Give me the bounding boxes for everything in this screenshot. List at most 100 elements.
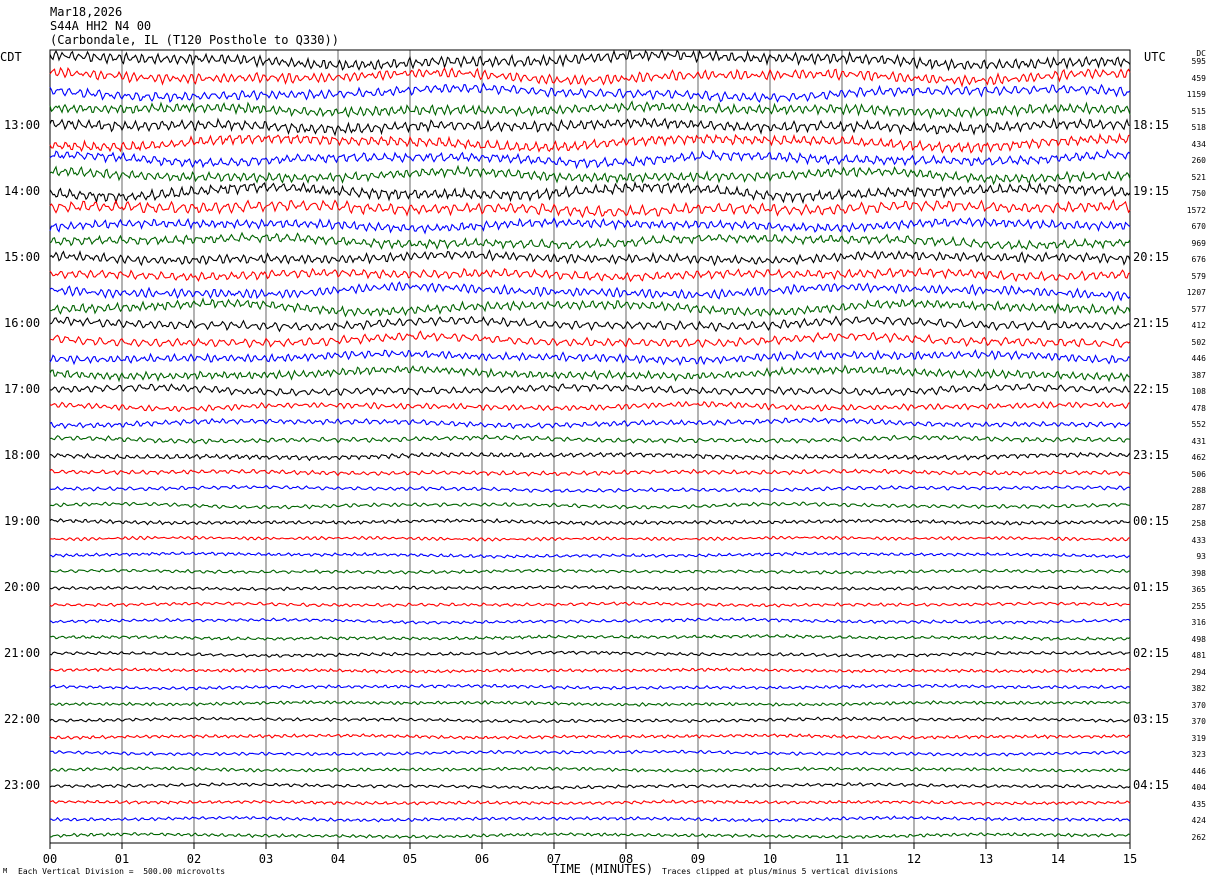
seismic-trace (49, 766, 1131, 773)
left-timezone-label: CDT (0, 50, 22, 64)
dc-offset-value: 515 (1191, 106, 1206, 116)
seismic-trace (49, 49, 1131, 72)
dc-offset-value: 370 (1191, 700, 1206, 710)
dc-offset-value: 412 (1191, 321, 1206, 330)
dc-offset-value: 670 (1191, 222, 1206, 231)
x-tick-label: 03 (258, 852, 274, 866)
seismic-trace (49, 815, 1131, 823)
seismic-trace (49, 535, 1131, 542)
seismic-trace (49, 700, 1131, 707)
dc-offset-value: 370 (1191, 717, 1206, 726)
seismic-trace (49, 315, 1131, 333)
x-tick-label: 15 (1122, 852, 1138, 866)
right-hour-label: 18:15 (1133, 118, 1170, 132)
dc-offset-value: 262 (1191, 832, 1206, 842)
left-hour-label: 22:00 (4, 712, 41, 726)
right-hour-label: 22:15 (1133, 382, 1170, 396)
dc-offset-value: 969 (1191, 238, 1206, 248)
left-hour-label: 14:00 (4, 184, 41, 198)
dc-offset-value: 255 (1191, 601, 1206, 611)
dc-offset-value: 93 (1196, 552, 1206, 561)
dc-offset-value: 431 (1191, 436, 1206, 446)
seismic-trace (49, 267, 1131, 283)
dc-offset-value: 288 (1191, 486, 1206, 495)
dc-offset-value: 446 (1191, 766, 1206, 776)
seismic-trace (49, 164, 1131, 186)
dc-offset-value: 498 (1191, 634, 1206, 644)
left-hour-label: 20:00 (4, 580, 41, 594)
dc-offset-value: 506 (1191, 469, 1206, 479)
scale-note: Each Vertical Division = 500.00 microvol… (18, 867, 226, 876)
x-tick-label: 11 (834, 852, 850, 866)
right-hour-label: 20:15 (1133, 250, 1170, 264)
seismic-trace (49, 383, 1131, 397)
dc-offset-value: 260 (1191, 156, 1206, 165)
seismic-trace (49, 231, 1131, 251)
x-tick-label: 12 (906, 852, 922, 866)
dc-offset-value: 579 (1191, 271, 1206, 281)
seismic-trace (49, 148, 1131, 170)
right-hour-label: 00:15 (1133, 514, 1170, 528)
dc-offset-value: 323 (1191, 750, 1206, 759)
dc-offset-value: 365 (1191, 585, 1206, 594)
dc-offset-value: 750 (1191, 189, 1206, 198)
left-hour-label: 16:00 (4, 316, 41, 330)
seismic-trace (49, 518, 1131, 526)
dc-offset-value: 382 (1191, 684, 1206, 693)
dc-offset-value: 481 (1191, 651, 1206, 660)
seismic-trace (49, 716, 1131, 724)
seismic-trace (49, 468, 1131, 477)
seismic-trace (49, 551, 1131, 559)
station-code: S44A HH2 N4 00 (50, 19, 152, 33)
left-hour-label: 19:00 (4, 514, 41, 528)
x-tick-label: 09 (690, 852, 706, 866)
dc-offset-value: 676 (1191, 255, 1206, 264)
seismic-trace (49, 683, 1131, 691)
dc-offset-header: DC (1196, 49, 1206, 58)
dc-offset-value: 434 (1191, 139, 1206, 149)
seismic-trace (49, 82, 1131, 103)
x-tick-label: 06 (474, 852, 490, 866)
right-hour-label: 21:15 (1133, 316, 1170, 330)
x-tick-label: 02 (186, 852, 202, 866)
left-hour-label: 21:00 (4, 646, 41, 660)
seismic-trace (49, 198, 1131, 219)
left-hour-label: 17:00 (4, 382, 41, 396)
dc-offset-value: 1572 (1186, 205, 1206, 215)
seismic-trace (49, 330, 1131, 349)
seismic-trace (49, 451, 1131, 462)
seismic-trace (49, 782, 1131, 790)
x-tick-label: 01 (114, 852, 130, 866)
seismic-trace (49, 832, 1131, 840)
dc-offset-value: 595 (1191, 57, 1206, 66)
seismic-trace (49, 117, 1131, 137)
dc-offset-value: 287 (1191, 502, 1206, 512)
x-tick-label: 00 (42, 852, 58, 866)
seismic-trace (49, 216, 1131, 235)
dc-offset-value: 446 (1191, 354, 1206, 363)
dc-offset-value: 478 (1191, 403, 1206, 413)
left-hour-label: 23:00 (4, 778, 41, 792)
dc-offset-value: 108 (1191, 387, 1206, 396)
corner-mark: M (3, 867, 8, 875)
dc-offset-value: 502 (1191, 337, 1206, 347)
x-axis-label: TIME (MINUTES) (552, 862, 654, 876)
seismic-trace (49, 281, 1131, 302)
station-location: (Carbondale, IL (T120 Posthole to Q330)) (50, 33, 339, 47)
right-hour-label: 19:15 (1133, 184, 1170, 198)
right-hour-label: 03:15 (1133, 712, 1170, 726)
x-tick-label: 13 (978, 852, 994, 866)
seismic-trace (49, 100, 1131, 120)
dc-offset-value: 424 (1191, 816, 1206, 825)
dc-offset-value: 435 (1191, 799, 1206, 809)
seismic-trace (49, 297, 1131, 318)
dc-offset-value: 258 (1191, 519, 1206, 528)
seismic-trace (49, 650, 1131, 658)
dc-offset-value: 294 (1191, 667, 1206, 677)
right-hour-label: 02:15 (1133, 646, 1170, 660)
x-tick-label: 04 (330, 852, 346, 866)
plot-frame (49, 49, 1131, 844)
dc-offset-value: 387 (1191, 370, 1206, 380)
seismic-trace (49, 484, 1131, 493)
